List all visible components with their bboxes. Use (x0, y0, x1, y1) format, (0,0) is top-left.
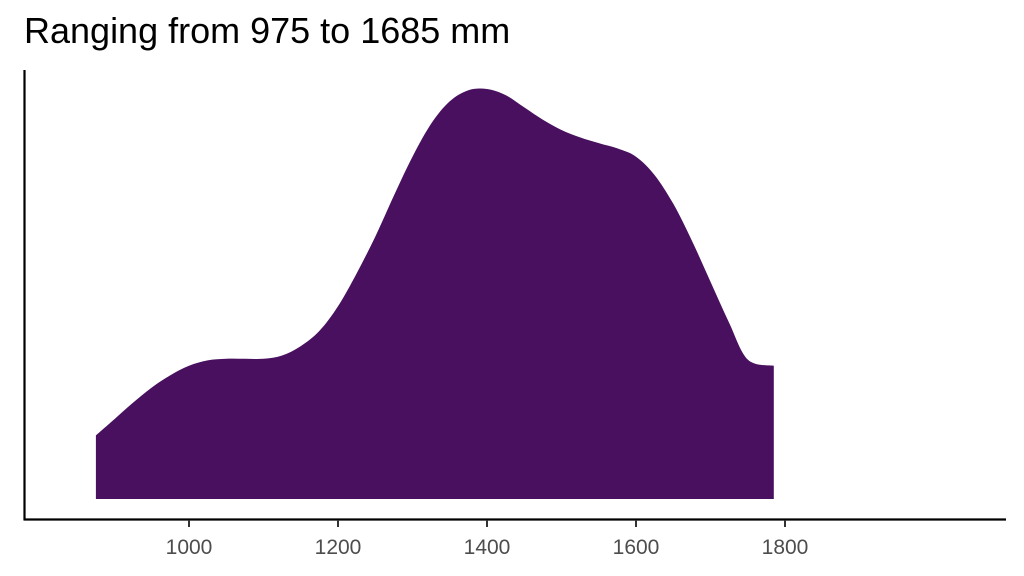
density-area-layer (95, 88, 774, 500)
x-tick-label: 1800 (762, 536, 809, 559)
x-tick-label: 1200 (315, 536, 362, 559)
x-tick-label: 1400 (464, 536, 511, 559)
x-axis-ticks: 1000 1200 1400 1600 1800 (166, 520, 809, 559)
x-tick-label: 1000 (166, 536, 213, 559)
density-area (95, 88, 774, 500)
chart-title: Ranging from 975 to 1685 mm (24, 10, 511, 51)
x-tick-label: 1600 (613, 536, 660, 559)
